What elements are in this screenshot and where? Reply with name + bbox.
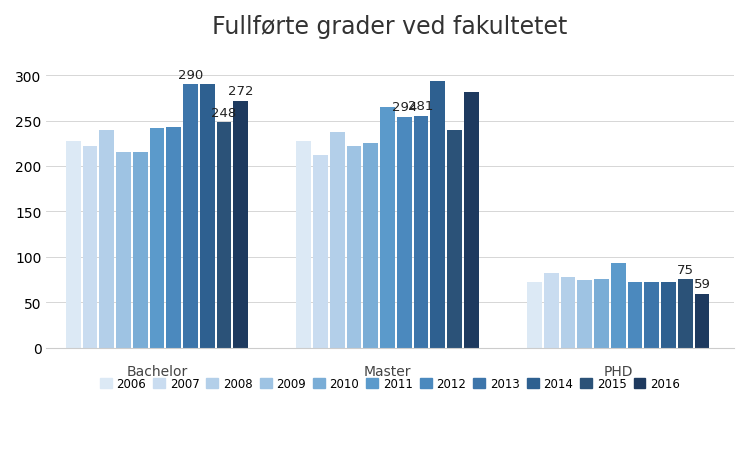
Bar (678, 280, 693, 348)
Text: PHD: PHD (603, 364, 633, 378)
Bar (116, 153, 131, 348)
Legend: 2006, 2007, 2008, 2009, 2010, 2011, 2012, 2013, 2014, 2015, 2016: 2006, 2007, 2008, 2009, 2010, 2011, 2012… (95, 373, 685, 395)
Bar (644, 283, 659, 348)
Bar (233, 101, 248, 348)
Text: Master: Master (364, 364, 411, 378)
Text: 59: 59 (693, 278, 711, 291)
Bar (99, 130, 114, 348)
Text: 75: 75 (677, 263, 693, 276)
Text: 248: 248 (211, 106, 236, 120)
Bar (447, 130, 462, 348)
Bar (183, 85, 198, 348)
Bar (430, 82, 445, 348)
Text: Bachelor: Bachelor (126, 364, 187, 378)
Bar (363, 144, 378, 348)
Bar (200, 85, 214, 348)
Bar (217, 123, 232, 348)
Bar (464, 93, 478, 348)
Bar (133, 153, 147, 348)
Bar (150, 129, 164, 348)
Bar (661, 283, 676, 348)
Bar (397, 118, 411, 348)
Text: 290: 290 (177, 69, 203, 82)
Bar (314, 156, 328, 348)
Bar (594, 280, 609, 348)
Bar (381, 108, 395, 348)
Bar (561, 277, 575, 348)
Title: Fullførte grader ved fakultetet: Fullførte grader ved fakultetet (212, 15, 568, 39)
Bar (578, 281, 592, 348)
Bar (414, 117, 429, 348)
Text: 281: 281 (408, 100, 434, 113)
Bar (296, 141, 311, 348)
Bar (330, 133, 344, 348)
Text: 294: 294 (392, 101, 417, 114)
Bar (611, 263, 626, 348)
Bar (347, 147, 362, 348)
Bar (527, 283, 542, 348)
Text: 272: 272 (228, 85, 253, 98)
Bar (83, 147, 97, 348)
Bar (544, 274, 559, 348)
Bar (695, 295, 709, 348)
Bar (628, 283, 642, 348)
Bar (66, 141, 80, 348)
Bar (166, 128, 181, 348)
